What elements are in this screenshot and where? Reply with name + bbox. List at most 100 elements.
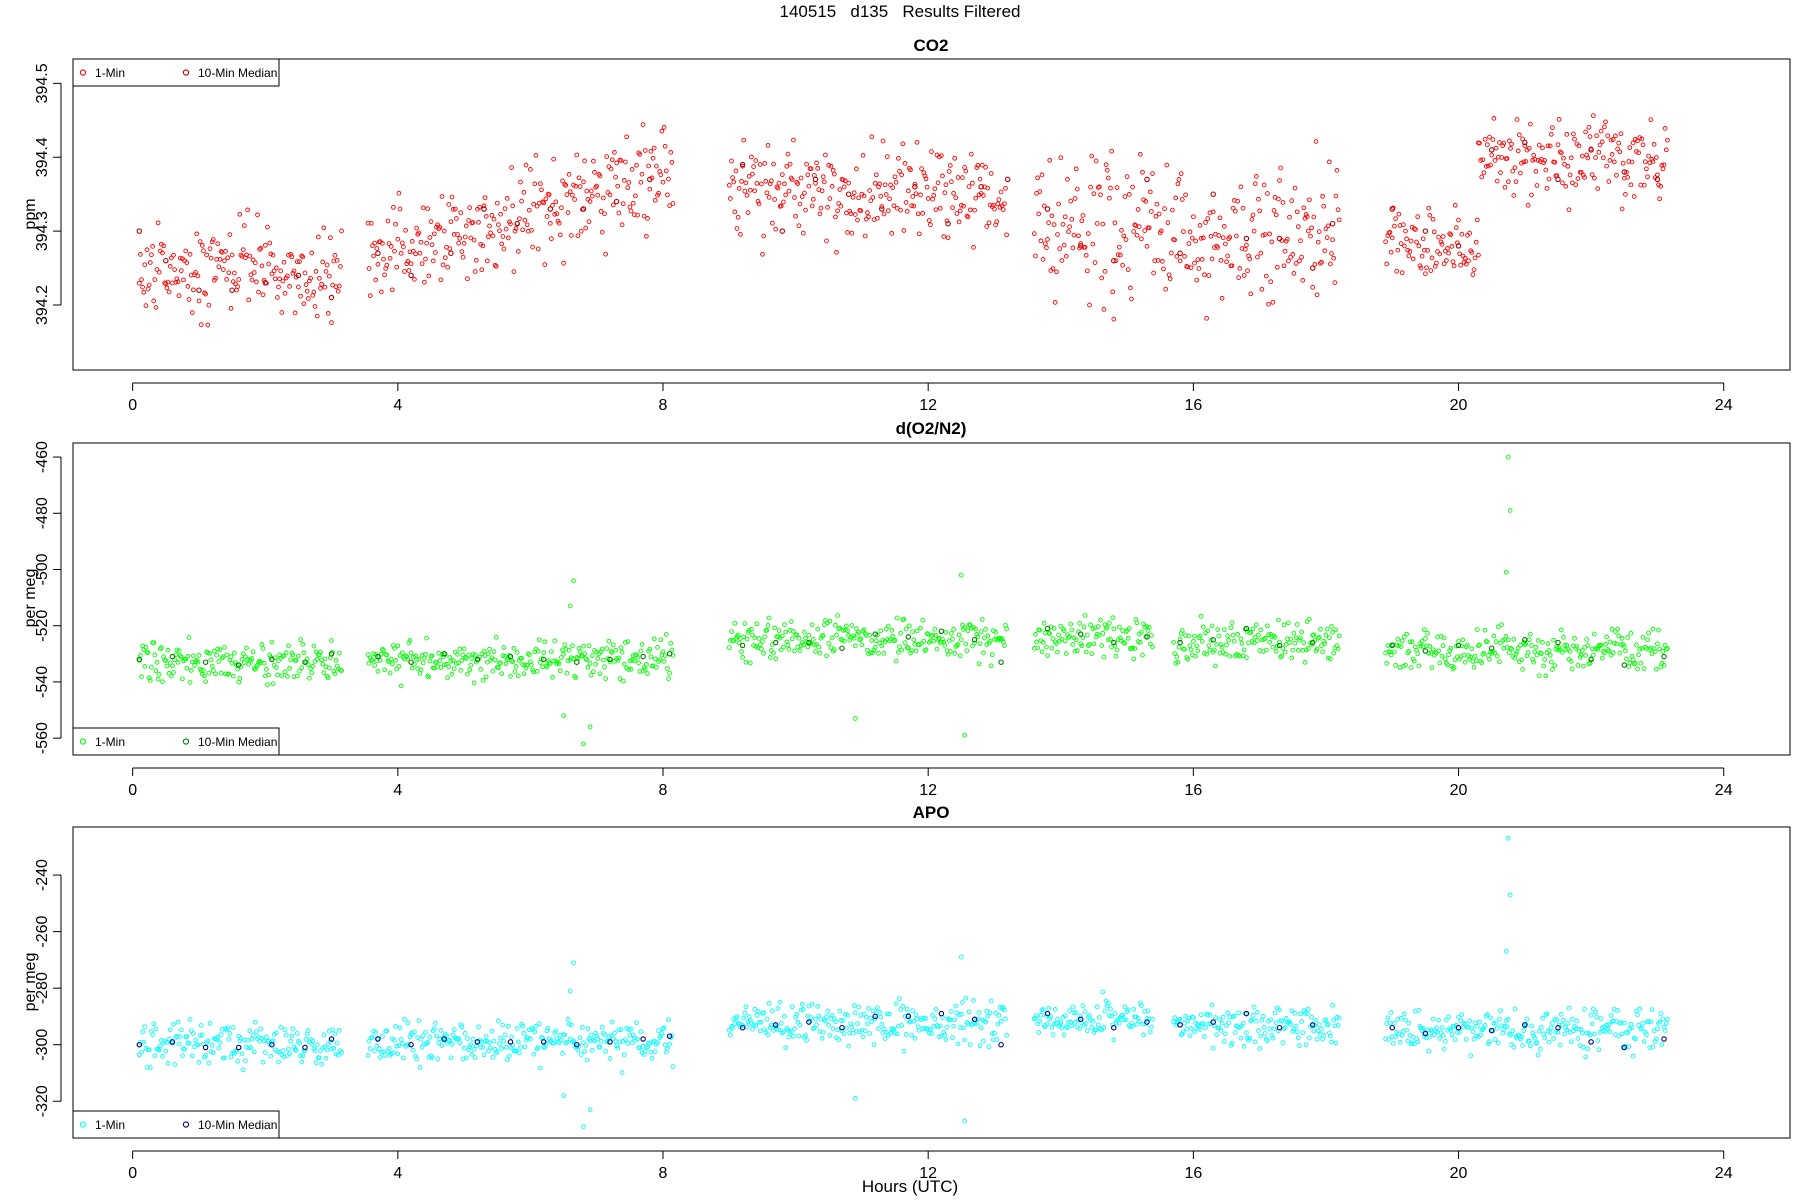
point-1min	[1213, 663, 1218, 669]
point-1min	[498, 211, 503, 217]
point-1min	[1002, 1007, 1007, 1013]
point-1min	[856, 629, 861, 635]
point-1min	[167, 1027, 173, 1033]
point-1min	[587, 660, 593, 666]
point-1min	[799, 1001, 805, 1007]
point-1min	[538, 1065, 543, 1071]
point-10min-median	[136, 1041, 143, 1048]
point-1min	[176, 293, 182, 299]
point-1min	[1590, 1006, 1596, 1012]
point-1min	[293, 658, 299, 663]
point-1min	[1196, 266, 1202, 271]
point-1min	[1202, 1034, 1207, 1039]
point-1min	[887, 196, 892, 202]
point-1min	[1258, 627, 1264, 633]
point-1min	[1002, 201, 1007, 207]
point-1min	[1576, 143, 1582, 149]
point-1min	[414, 1056, 419, 1062]
point-1min	[1390, 205, 1396, 211]
point-10min-median	[905, 1013, 912, 1020]
point-1min	[520, 1023, 526, 1029]
point-1min	[408, 261, 414, 267]
point-1min	[972, 640, 977, 646]
point-1min	[467, 205, 473, 210]
point-1min	[657, 657, 663, 662]
point-1min	[283, 1032, 289, 1038]
point-1min	[144, 247, 150, 253]
point-1min	[405, 1020, 411, 1026]
point-10min-median	[196, 287, 202, 293]
point-1min	[989, 652, 995, 658]
point-1min	[582, 651, 587, 657]
point-1min	[950, 205, 955, 211]
point-1min	[380, 1034, 385, 1039]
point-1min	[429, 653, 435, 659]
point-1min	[439, 1043, 445, 1049]
point-1min	[193, 1037, 198, 1043]
point-1min	[1504, 156, 1510, 161]
point-1min	[786, 188, 792, 194]
point-1min	[380, 647, 385, 652]
point-1min	[1488, 162, 1493, 168]
point-1min	[1560, 180, 1565, 186]
point-1min	[1493, 1020, 1499, 1026]
point-1min	[774, 184, 780, 190]
point-1min	[1111, 1037, 1117, 1043]
point-1min	[626, 1027, 632, 1033]
point-1min	[141, 1039, 147, 1045]
point-1min	[150, 1032, 155, 1037]
point-1min	[1617, 149, 1623, 155]
point-1min	[893, 179, 899, 185]
point-1min	[1200, 1021, 1206, 1027]
point-1min	[1503, 1018, 1509, 1023]
point-1min	[644, 662, 649, 667]
point-1min	[490, 1054, 496, 1060]
point-1min	[397, 652, 403, 658]
point-1min	[395, 1051, 401, 1057]
point-1min	[1623, 192, 1628, 197]
point-1min	[1415, 214, 1421, 219]
point-1min	[952, 1017, 958, 1023]
point-1min	[501, 645, 507, 650]
point-1min	[826, 640, 832, 646]
point-1min	[301, 650, 307, 656]
point-1min	[222, 258, 227, 264]
point-1min	[335, 288, 341, 294]
point-1min	[1033, 1015, 1038, 1021]
point-1min	[607, 659, 613, 665]
point-1min	[249, 1036, 255, 1042]
point-1min	[191, 653, 196, 659]
point-1min	[248, 658, 254, 664]
point-1min	[441, 662, 447, 668]
point-1min	[1448, 232, 1454, 238]
point-1min	[1451, 665, 1457, 670]
point-1min	[1653, 1036, 1659, 1042]
point-1min	[438, 665, 444, 670]
point-1min	[1311, 1028, 1317, 1034]
point-1min	[1192, 633, 1197, 639]
point-1min	[1179, 1031, 1185, 1037]
point-1min	[651, 145, 657, 151]
point-1min	[240, 247, 246, 253]
point-1min	[1120, 1013, 1125, 1018]
point-1min	[659, 128, 665, 134]
point-1min	[330, 1027, 335, 1033]
point-10min-median	[1455, 642, 1462, 649]
point-1min	[260, 292, 266, 298]
point-1min	[1442, 656, 1448, 662]
point-1min	[754, 621, 760, 627]
point-1min	[581, 643, 586, 649]
point-1min	[1557, 1042, 1563, 1048]
point-1min	[841, 184, 847, 190]
point-1min	[1442, 1038, 1448, 1044]
point-1min	[142, 262, 148, 268]
point-1min	[1459, 231, 1465, 237]
point-10min-median	[375, 1036, 381, 1042]
point-1min	[382, 667, 387, 673]
point-1min	[228, 654, 234, 659]
point-1min	[866, 1006, 871, 1011]
point-1min	[782, 622, 787, 627]
point-1min	[746, 173, 752, 179]
point-1min	[543, 196, 549, 202]
point-1min	[1472, 255, 1478, 261]
